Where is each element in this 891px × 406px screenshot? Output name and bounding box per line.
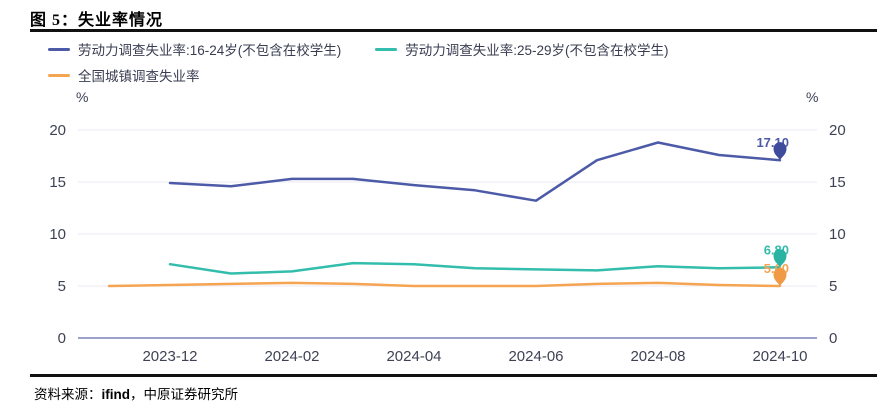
legend-label: 劳动力调查失业率:25-29岁(不包含在校学生) — [405, 43, 669, 58]
legend-row-2: 全国城镇调查失业率 — [48, 62, 669, 88]
legend-row-1: 劳动力调查失业率:16-24岁(不包含在校学生) 劳动力调查失业率:25-29岁… — [48, 36, 669, 62]
svg-text:2024-10: 2024-10 — [752, 348, 807, 365]
line-swatch-icon — [48, 47, 70, 51]
source-vendor: ifind — [101, 387, 131, 402]
svg-text:2024-04: 2024-04 — [386, 348, 441, 365]
figure-title-row: 图 5：失业率情况 — [30, 6, 870, 30]
legend-label: 劳动力调查失业率:16-24岁(不包含在校学生) — [78, 43, 342, 58]
svg-text:2024-06: 2024-06 — [508, 348, 563, 365]
svg-text:10: 10 — [49, 226, 66, 243]
svg-text:5: 5 — [829, 278, 837, 295]
svg-text:15: 15 — [829, 174, 846, 191]
svg-text:2023-12: 2023-12 — [142, 348, 197, 365]
svg-text:%: % — [76, 89, 88, 105]
source-line: 资料来源：ifind，中原证券研究所 — [34, 383, 238, 403]
svg-text:%: % — [806, 89, 818, 105]
legend-item-16-24: 劳动力调查失业率:16-24岁(不包含在校学生) — [48, 39, 341, 59]
svg-text:0: 0 — [829, 330, 837, 347]
legend-item-national-urban: 全国城镇调查失业率 — [48, 65, 200, 85]
svg-text:20: 20 — [49, 122, 66, 139]
svg-text:0: 0 — [58, 330, 66, 347]
svg-text:2024-08: 2024-08 — [630, 348, 685, 365]
line-swatch-icon — [375, 47, 398, 51]
svg-text:5: 5 — [58, 278, 66, 295]
source-suffix: ，中原证券研究所 — [130, 387, 238, 402]
svg-text:20: 20 — [829, 122, 846, 139]
legend-label: 全国城镇调查失业率 — [78, 69, 200, 84]
svg-text:2024-02: 2024-02 — [264, 348, 319, 365]
source-prefix: 资料来源： — [34, 387, 102, 402]
legend-item-25-29: 劳动力调查失业率:25-29岁(不包含在校学生) — [375, 39, 669, 59]
figure-title: 图 5：失业率情况 — [30, 12, 164, 29]
top-divider — [30, 29, 877, 32]
bottom-divider — [30, 374, 877, 377]
svg-text:15: 15 — [49, 174, 66, 191]
chart-legend: 劳动力调查失业率:16-24岁(不包含在校学生) 劳动力调查失业率:25-29岁… — [48, 36, 669, 88]
line-swatch-icon — [48, 73, 70, 77]
svg-text:10: 10 — [829, 226, 846, 243]
